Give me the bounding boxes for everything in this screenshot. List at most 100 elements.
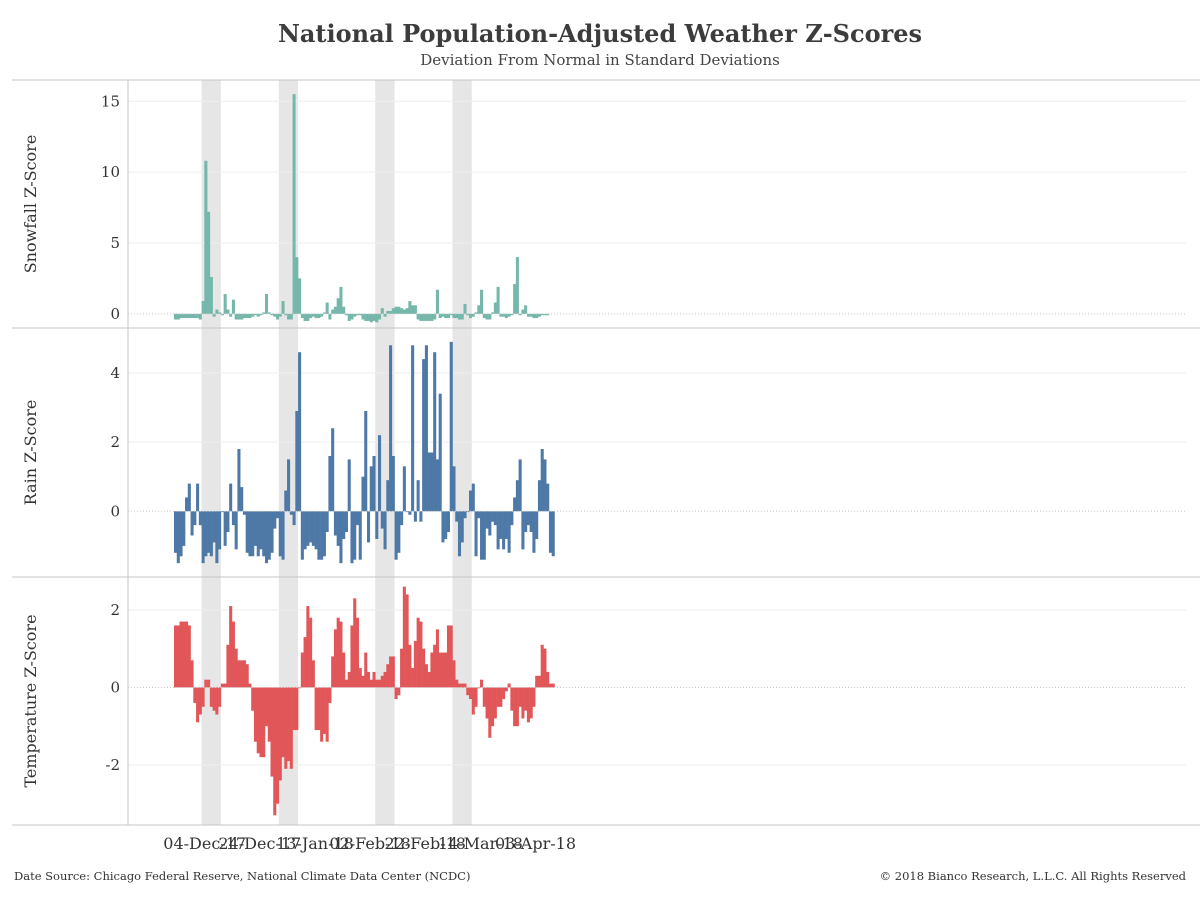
- snowfall-y-tick-label: 10: [101, 163, 120, 181]
- rain-bar: [251, 511, 255, 557]
- snowfall-bar: [419, 313, 423, 321]
- temperature-bar: [466, 687, 470, 696]
- snowfall-bar: [303, 313, 307, 321]
- temperature-bar: [278, 687, 282, 781]
- rain-bar: [446, 511, 450, 533]
- rain-bar: [287, 459, 291, 512]
- snowfall-bar: [416, 313, 420, 320]
- temperature-bar: [518, 687, 522, 707]
- temperature-bar: [543, 648, 547, 688]
- rain-bar: [270, 511, 274, 553]
- temperature-bar: [488, 687, 492, 738]
- snowfall-y-tick-label: 5: [110, 234, 120, 252]
- snowfall-bar: [270, 313, 274, 316]
- snowfall-bar: [245, 313, 249, 319]
- temperature-bar: [400, 648, 404, 688]
- temperature-bar: [468, 687, 473, 700]
- rain-bar: [179, 511, 183, 557]
- temperature-bar: [300, 652, 304, 688]
- snowfall-bar: [223, 293, 227, 314]
- snowfall-bar: [488, 313, 492, 320]
- rain-bar: [460, 511, 464, 543]
- temperature-bar: [433, 644, 437, 688]
- temperature-bar: [375, 679, 379, 688]
- temperature-bar: [435, 629, 439, 688]
- temperature-bar: [229, 606, 233, 688]
- temperature-bar: [452, 660, 456, 688]
- snowfall-bar: [209, 276, 213, 314]
- rain-bar: [207, 511, 211, 553]
- snowfall-bar: [430, 313, 434, 321]
- rain-bar: [400, 511, 404, 526]
- rain-bar: [300, 511, 304, 560]
- temperature-bar: [358, 668, 362, 688]
- snowfall-bar: [402, 309, 406, 314]
- rain-bar: [391, 455, 395, 512]
- rain-bar: [422, 359, 426, 512]
- temperature-bar: [364, 652, 368, 688]
- snowfall-bar: [336, 298, 340, 314]
- snowfall-bar: [380, 308, 384, 314]
- rain-bar: [532, 511, 536, 553]
- rain-panel: 0 2 4 Rain Z-Score: [12, 327, 1200, 577]
- snowfall-bar: [264, 293, 269, 314]
- temperature-bar: [515, 687, 519, 727]
- snowfall-bar: [460, 313, 464, 320]
- rain-bar: [264, 511, 269, 564]
- rain-bar: [256, 511, 260, 557]
- rain-bar: [306, 511, 310, 546]
- temperature-y-tick-label: -2: [105, 756, 120, 774]
- snowfall-bar: [262, 312, 266, 314]
- temperature-bar: [510, 687, 514, 711]
- rain-bar: [411, 345, 415, 512]
- rain-bar: [331, 428, 335, 512]
- temperature-bar: [419, 621, 423, 688]
- snowfall-bar: [391, 308, 395, 314]
- snowfall-bar: [535, 313, 539, 319]
- snowfall-bar: [499, 313, 503, 317]
- snowfall-bar: [259, 313, 263, 316]
- snowfall-bar: [353, 313, 357, 317]
- chart-subtitle: Deviation From Normal in Standard Deviat…: [420, 51, 780, 69]
- snowfall-bar: [204, 160, 208, 314]
- rain-bar: [408, 511, 412, 515]
- shaded-period-4: [452, 80, 472, 825]
- snowfall-bar: [328, 313, 332, 320]
- rain-bar: [342, 511, 346, 539]
- snowfall-bar: [543, 313, 547, 316]
- rain-bar: [477, 511, 481, 519]
- snowfall-bar: [229, 313, 233, 317]
- temperature-bar: [524, 687, 528, 711]
- rain-bar: [248, 511, 252, 557]
- snowfall-bar: [513, 284, 517, 314]
- rain-bar: [289, 511, 293, 515]
- temperature-bar: [179, 621, 183, 688]
- temperature-bar: [207, 679, 211, 688]
- temperature-bar: [174, 625, 178, 688]
- temperature-bar: [176, 625, 180, 688]
- snowfall-bar: [218, 312, 222, 314]
- snowfall-bar: [441, 313, 445, 317]
- snowfall-bar: [226, 309, 230, 314]
- rain-bar: [457, 511, 462, 557]
- temperature-panel: -2 0 2 Temperature Z-Score: [12, 576, 1200, 825]
- snowfall-bar: [309, 313, 313, 319]
- rain-bar: [226, 511, 230, 533]
- snowfall-bar: [237, 313, 241, 320]
- x-tick-label: 03-Apr-18: [495, 834, 576, 853]
- snowfall-bar: [355, 313, 360, 316]
- rain-bar: [353, 511, 357, 560]
- snowfall-bar: [524, 305, 528, 314]
- temperature-bar: [242, 660, 246, 688]
- snowfall-bar: [502, 313, 506, 317]
- rain-bar: [339, 511, 343, 564]
- snowfall-bar: [457, 313, 462, 320]
- rain-bar: [190, 511, 194, 536]
- snowfall-bar: [471, 313, 475, 317]
- snowfall-y-axis-label: Snowfall Z-Score: [21, 135, 40, 274]
- rain-bar: [276, 511, 280, 519]
- rain-bar: [298, 352, 302, 512]
- snowfall-bar: [455, 313, 459, 319]
- snowfall-bar: [422, 313, 426, 321]
- snowfall-bar: [196, 313, 200, 319]
